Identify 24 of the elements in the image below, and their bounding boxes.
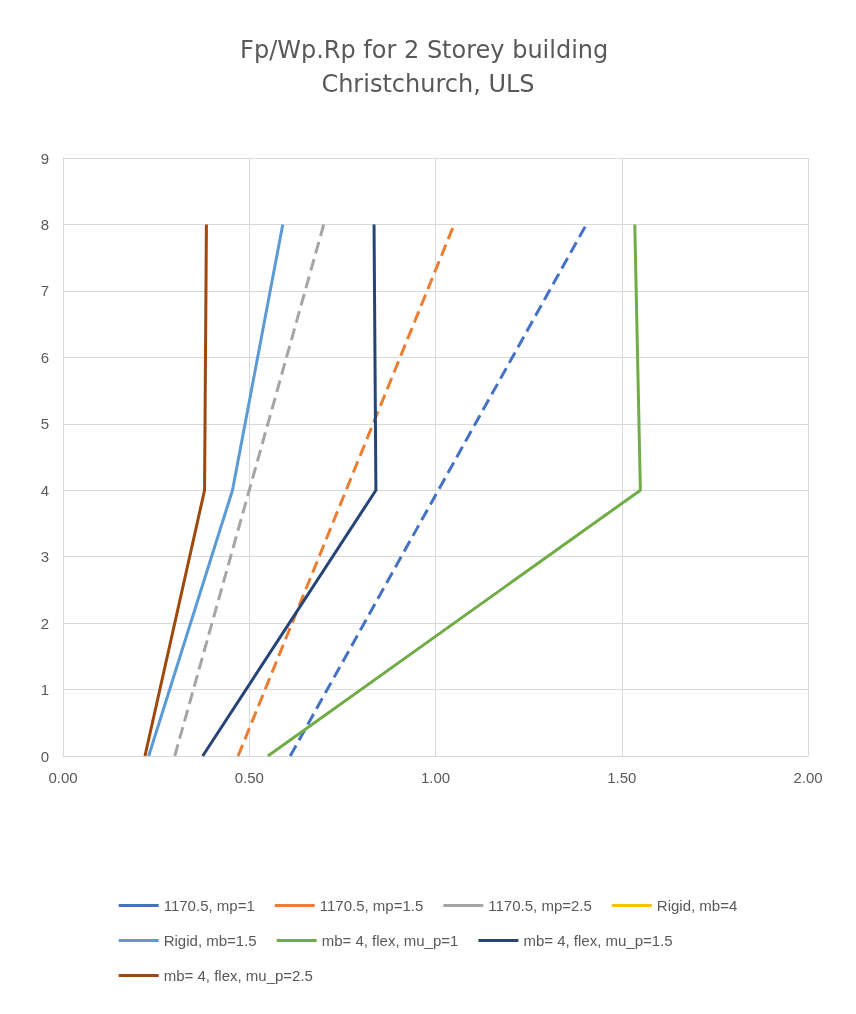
x-tick-label: 1.50 [607,769,637,786]
y-tick-label: 2 [40,614,49,632]
legend-label: 1170.5, mp=1 [163,897,255,914]
legend-label: mb= 4, flex, mu_p=2.5 [163,967,313,984]
y-tick-label: 9 [40,149,49,167]
legend-label: 1170.5, mp=2.5 [488,897,592,914]
legend-label: mb= 4, flex, mu_p=1 [321,932,459,949]
x-tick-label: 0.00 [48,769,78,786]
y-tick-label: 7 [40,282,49,300]
legend-label: Rigid, mb=4 [656,897,738,914]
y-tick-label: 1 [40,681,49,699]
y-tick-label: 3 [40,548,49,566]
legend-label: 1170.5, mp=1.5 [319,897,424,914]
y-tick-label: 6 [40,348,49,366]
x-tick-label: 2.00 [793,769,823,786]
legend-label: Rigid, mb=1.5 [163,932,257,949]
y-tick-label: 5 [40,415,49,433]
legend-label: mb= 4, flex, mu_p=1.5 [523,932,673,949]
y-tick-label: 8 [40,215,49,233]
x-tick-label: 0.50 [234,769,264,786]
chart-title: Fp/Wp.Rp for 2 Storey building Christchurch, ULS [240,36,616,98]
y-tick-label: 4 [40,481,49,499]
y-tick-label: 0 [40,747,49,765]
x-tick-label: 1.00 [420,769,451,786]
